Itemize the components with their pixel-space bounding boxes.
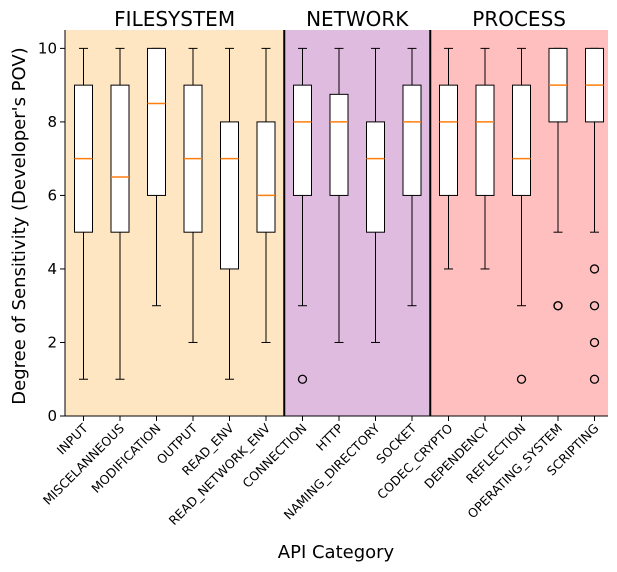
box-iqr: [256, 121, 276, 233]
box-scripting: [585, 47, 604, 384]
box-iqr: [293, 84, 312, 196]
box-naming-directory: [366, 47, 385, 343]
box-iqr: [147, 47, 166, 196]
box-codec-crypto: [439, 47, 458, 270]
y-tick-label: 10: [38, 39, 57, 57]
y-tick-label: 8: [47, 113, 57, 131]
group-title: PROCESS: [472, 7, 566, 31]
group-title: NETWORK: [306, 7, 409, 31]
box-iqr: [475, 84, 495, 196]
outlier-point: [553, 301, 563, 311]
box-iqr: [366, 121, 385, 233]
box-dependency: [475, 47, 495, 270]
box-iqr: [512, 84, 531, 196]
box-modification: [147, 47, 166, 307]
y-tick-label: 0: [47, 407, 57, 425]
box-iqr: [220, 121, 239, 270]
group-band: [65, 30, 285, 416]
box-operating-system: [548, 47, 568, 311]
box-http: [329, 47, 349, 343]
y-tick-label: 4: [47, 260, 57, 278]
box-socket: [402, 47, 422, 307]
group-titles: FILESYSTEM NETWORK PROCESS: [114, 7, 566, 31]
group-title: FILESYSTEM: [114, 7, 235, 31]
boxes: [74, 47, 604, 384]
outlier-point: [589, 301, 600, 311]
box-input: [74, 47, 93, 380]
x-axis-label: API Category: [278, 542, 395, 563]
x-tick-label: HTTP: [313, 420, 347, 454]
y-tick-label: 6: [47, 186, 57, 204]
y-axis-label: Degree of Sensitivity (Developer's POV): [9, 47, 30, 404]
outlier-point: [589, 264, 600, 274]
box-iqr: [402, 84, 422, 196]
x-tick-label: CONNECTION: [239, 421, 309, 491]
box-read-env: [220, 47, 239, 380]
x-ticks: INPUTMISCELANNEOUSMODIFICATIONOUTPUTREAD…: [40, 416, 602, 528]
box-iqr: [439, 84, 458, 196]
box-read-network-env: [256, 47, 276, 343]
axes: [64, 30, 608, 417]
box-reflection: [512, 47, 531, 384]
box-output: [183, 47, 203, 343]
y-ticks: 0 2 4 6 8 10: [38, 39, 65, 425]
box-miscelanneous: [110, 47, 130, 380]
outlier-point: [297, 374, 308, 384]
outlier-point: [516, 374, 527, 384]
outlier-point: [589, 337, 600, 348]
box-connection: [293, 47, 312, 384]
y-tick-label: 2: [47, 333, 57, 351]
box-iqr: [110, 84, 130, 233]
outlier-point: [589, 374, 600, 384]
box-iqr: [329, 93, 349, 196]
